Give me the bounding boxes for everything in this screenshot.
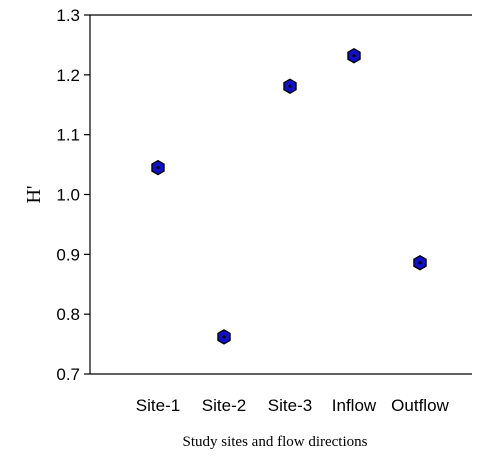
y-tick-label: 1.0 [56, 186, 80, 205]
y-tick-label: 1.3 [56, 6, 80, 25]
y-tick-label: 1.1 [56, 126, 80, 145]
data-points [151, 47, 427, 345]
x-tick-label: Site-1 [136, 396, 180, 415]
y-axis-title: H' [23, 185, 45, 203]
data-point-center [156, 165, 160, 170]
data-point-center [222, 335, 226, 339]
data-point-center [352, 54, 356, 58]
y-tick-label: 1.2 [56, 66, 80, 85]
x-axis-title: Study sites and flow directions [183, 434, 368, 450]
y-tick-label: 0.9 [56, 245, 80, 264]
y-tick-label: 0.8 [56, 305, 80, 324]
y-axis-ticks: 0.7 0.8 0.9 1.0 1.1 1.2 1.3 [56, 6, 90, 384]
x-tick-label: Outflow [391, 396, 449, 415]
x-axis-tick-labels: Site-1 Site-2 Site-3 Inflow Outflow [136, 396, 450, 415]
data-point-center [418, 261, 422, 265]
data-point-center [288, 84, 292, 88]
x-tick-label: Inflow [332, 396, 377, 415]
x-tick-label: Site-3 [268, 396, 312, 415]
x-tick-label: Site-2 [202, 396, 246, 415]
y-tick-label: 0.7 [56, 365, 80, 384]
